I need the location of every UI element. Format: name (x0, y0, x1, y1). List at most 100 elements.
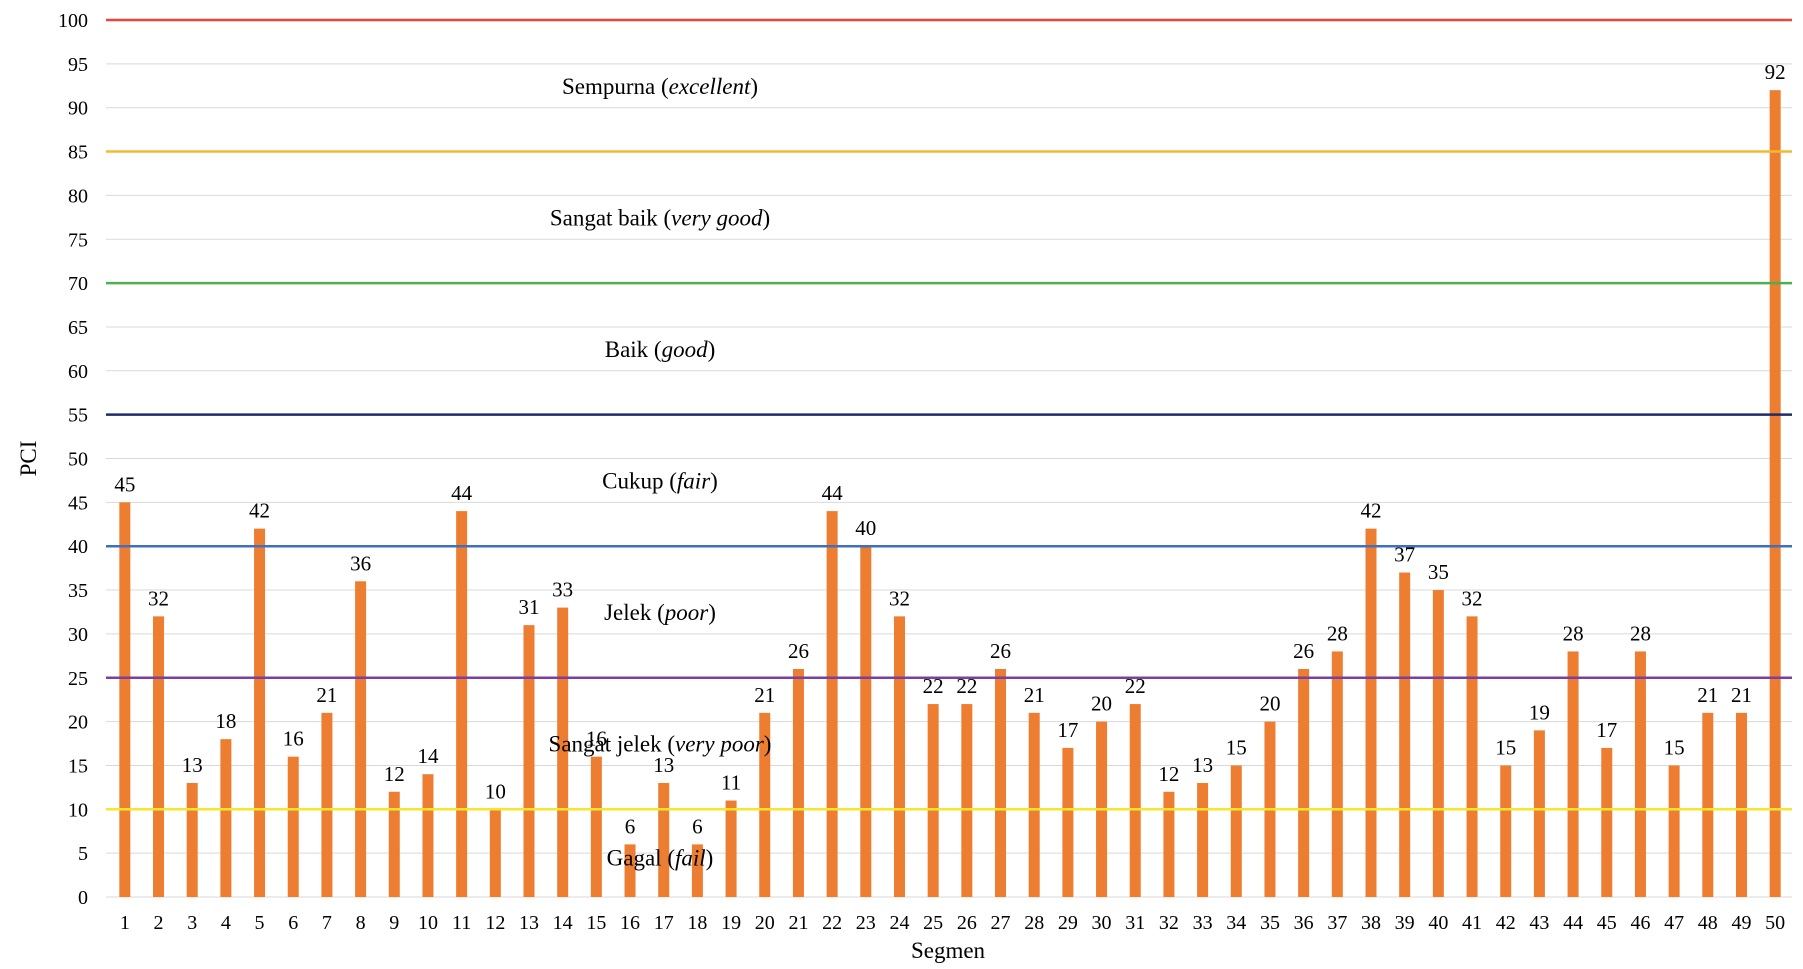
data-label: 17 (1057, 718, 1078, 742)
y-tick-label: 60 (68, 361, 88, 383)
threshold-lines (106, 18, 1792, 811)
y-tick-label: 50 (68, 449, 88, 471)
x-tick-label: 46 (1630, 912, 1650, 934)
x-tick-label: 4 (221, 912, 231, 934)
x-tick-label: 37 (1327, 912, 1347, 934)
y-tick-label: 65 (68, 317, 88, 339)
data-label: 31 (519, 595, 540, 619)
x-tick-label: 11 (452, 912, 471, 934)
bar (321, 712, 333, 897)
y-tick-label: 15 (68, 755, 88, 777)
data-label: 40 (855, 516, 876, 540)
y-tick-label: 80 (68, 185, 88, 207)
data-label: 33 (552, 578, 573, 602)
bar (186, 782, 198, 897)
data-label: 44 (822, 481, 844, 505)
data-label: 44 (451, 481, 473, 505)
x-tick-label: 22 (822, 912, 842, 934)
y-tick-label: 85 (68, 142, 88, 164)
data-label: 18 (215, 709, 236, 733)
band-label: Gagal (fail) (607, 846, 714, 871)
x-tick-label: 50 (1765, 912, 1785, 934)
x-tick-label: 31 (1125, 912, 1145, 934)
bar (792, 668, 804, 897)
data-label: 21 (754, 683, 775, 707)
y-tick-label: 0 (78, 887, 88, 909)
bar (658, 782, 670, 897)
y-tick-label: 40 (68, 536, 88, 558)
data-label: 12 (1158, 762, 1179, 786)
bar (1769, 90, 1781, 897)
bar (893, 616, 905, 897)
x-tick-label: 1 (120, 912, 130, 934)
data-label: 15 (1664, 735, 1685, 759)
bar (1399, 572, 1411, 897)
bar (523, 625, 535, 897)
data-label: 26 (788, 639, 809, 663)
x-tick-label: 12 (485, 912, 505, 934)
data-label: 6 (625, 814, 636, 838)
bar (1601, 747, 1613, 897)
x-tick-label: 26 (957, 912, 977, 934)
y-tick-label: 75 (68, 229, 88, 251)
x-tick-label: 19 (721, 912, 741, 934)
data-label: 35 (1428, 560, 1449, 584)
x-tick-label: 2 (154, 912, 164, 934)
data-label: 32 (889, 586, 910, 610)
data-label: 42 (1361, 499, 1382, 523)
x-tick-label: 48 (1698, 912, 1718, 934)
bar (1230, 765, 1242, 897)
y-tick-label: 35 (68, 580, 88, 602)
bar (624, 844, 636, 897)
x-tick-label: 42 (1496, 912, 1516, 934)
data-label: 15 (1226, 735, 1247, 759)
data-label: 13 (653, 753, 674, 777)
x-tick-label: 7 (322, 912, 332, 934)
x-tick-label: 21 (788, 912, 808, 934)
data-label: 32 (1462, 586, 1483, 610)
data-label: 16 (586, 727, 607, 751)
data-label: 22 (1125, 674, 1146, 698)
x-tick-label: 15 (586, 912, 606, 934)
x-tick-label: 34 (1226, 912, 1246, 934)
bar (254, 528, 266, 897)
bar (1466, 616, 1478, 897)
bars (119, 90, 1781, 897)
data-label: 14 (417, 744, 439, 768)
data-label: 21 (1731, 683, 1752, 707)
x-tick-label: 20 (755, 912, 775, 934)
x-tick-label: 35 (1260, 912, 1280, 934)
bar (1331, 651, 1343, 897)
bar (1129, 704, 1141, 897)
bar (725, 800, 737, 897)
data-label: 28 (1327, 621, 1348, 645)
data-labels: 45 32 13 18 42 16 21 36 12 14 44 10 31 33 16 6 13 6 11 21 26… (114, 60, 1785, 838)
y-tick-label: 95 (68, 54, 88, 76)
y-tick-label: 30 (68, 624, 88, 646)
bar (995, 668, 1007, 897)
data-label: 15 (1495, 735, 1516, 759)
bar (1567, 651, 1579, 897)
bar (759, 712, 771, 897)
x-axis-ticks: 1 2 3 4 5 6 7 8 9 10 11 12 13 14 15 16 17 18 19 20 21 22 23 24 2… (120, 912, 1785, 934)
y-tick-label: 70 (68, 273, 88, 295)
bar (1298, 668, 1310, 897)
data-label: 45 (114, 472, 135, 496)
data-label: 16 (283, 727, 304, 751)
data-label: 12 (384, 762, 405, 786)
data-label: 22 (956, 674, 977, 698)
x-axis-title: Segmen (911, 938, 986, 963)
bar (1028, 712, 1040, 897)
bar (860, 546, 872, 897)
bar (1500, 765, 1512, 897)
data-label: 11 (721, 771, 741, 795)
bar (961, 704, 973, 897)
bar (1533, 730, 1545, 897)
bar (489, 809, 501, 897)
y-axis-title: PCI (16, 441, 41, 477)
bar (1735, 712, 1747, 897)
x-tick-label: 14 (553, 912, 573, 934)
x-tick-label: 10 (418, 912, 438, 934)
y-tick-label: 25 (68, 668, 88, 690)
